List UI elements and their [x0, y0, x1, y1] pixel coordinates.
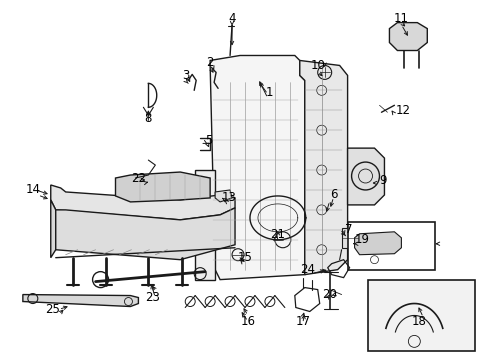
Text: 6: 6	[329, 188, 337, 202]
Polygon shape	[215, 190, 232, 202]
Text: 23: 23	[144, 291, 160, 304]
Text: 9: 9	[379, 174, 386, 186]
Polygon shape	[341, 228, 357, 248]
Polygon shape	[388, 23, 427, 50]
Text: 8: 8	[144, 112, 152, 125]
Text: 15: 15	[238, 251, 252, 264]
Polygon shape	[195, 170, 215, 280]
Polygon shape	[56, 208, 235, 260]
Text: 17: 17	[295, 315, 310, 328]
Text: 10: 10	[310, 59, 325, 72]
Text: 21: 21	[270, 228, 285, 241]
Polygon shape	[347, 148, 384, 205]
Text: 25: 25	[45, 303, 60, 316]
Text: 14: 14	[25, 184, 40, 197]
Bar	[347, 222, 434, 270]
Bar	[367, 280, 474, 351]
Text: 18: 18	[411, 315, 426, 328]
Text: 1: 1	[265, 86, 273, 99]
Polygon shape	[115, 172, 210, 202]
Text: 11: 11	[393, 12, 408, 25]
Text: 2: 2	[206, 56, 213, 69]
Text: 19: 19	[354, 233, 369, 246]
Polygon shape	[354, 232, 401, 255]
Polygon shape	[210, 55, 304, 280]
Text: 20: 20	[322, 288, 336, 301]
Text: 12: 12	[395, 104, 409, 117]
Polygon shape	[299, 60, 347, 275]
Text: 22: 22	[131, 171, 145, 185]
Text: 13: 13	[222, 192, 237, 204]
Text: 24: 24	[300, 263, 315, 276]
Polygon shape	[23, 294, 138, 306]
Polygon shape	[51, 200, 56, 258]
Text: 3: 3	[182, 69, 189, 82]
Text: 4: 4	[228, 12, 235, 25]
Polygon shape	[51, 185, 235, 220]
Text: 7: 7	[344, 223, 351, 236]
Text: 16: 16	[240, 315, 255, 328]
Text: 5: 5	[205, 134, 212, 147]
